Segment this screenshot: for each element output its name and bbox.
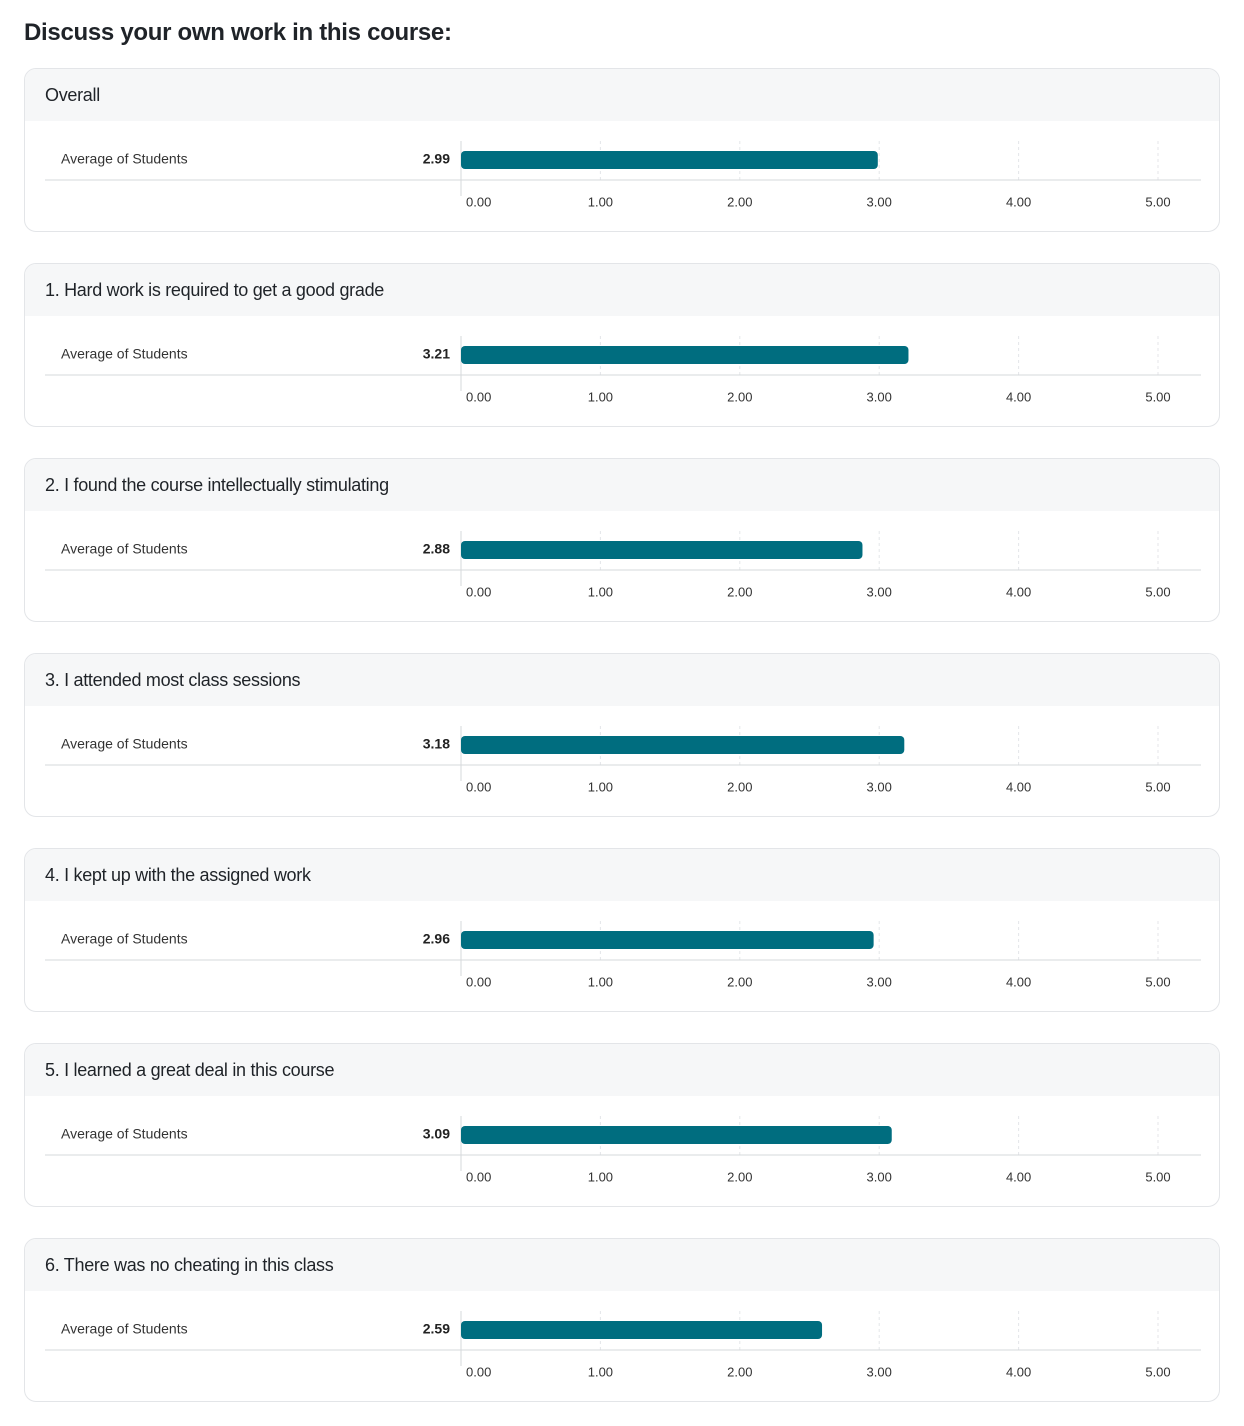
x-tick-label: 4.00 <box>1006 584 1031 599</box>
chart-card: Overall Average of Students 2.99 0.00 1.00 2.… <box>24 68 1220 232</box>
x-tick-label: 1.00 <box>588 1364 613 1379</box>
chart-card: 1. Hard work is required to get a good g… <box>24 263 1220 427</box>
x-tick-label: 1.00 <box>588 584 613 599</box>
card-header: 1. Hard work is required to get a good g… <box>25 264 1219 316</box>
x-tick-label: 0.00 <box>466 389 491 404</box>
x-tick-label: 2.00 <box>727 974 752 989</box>
x-tick-label: 3.00 <box>867 194 892 209</box>
x-tick-label: 2.00 <box>727 584 752 599</box>
x-tick-label: 0.00 <box>466 584 491 599</box>
category-label: Average of Students <box>61 736 188 752</box>
x-tick-label: 1.00 <box>588 1169 613 1184</box>
x-tick-label: 2.00 <box>727 389 752 404</box>
bar[interactable] <box>461 151 878 169</box>
x-tick-label: 0.00 <box>466 1169 491 1184</box>
bar[interactable] <box>461 931 874 949</box>
bar-chart: Average of Students 3.18 0.00 1.00 2.00 3.00 4… <box>45 726 1201 794</box>
data-label: 3.21 <box>423 346 450 362</box>
x-tick-label: 0.00 <box>466 1364 491 1379</box>
bar-chart: Average of Students 2.59 0.00 1.00 2.00 3.00 4… <box>45 1311 1201 1379</box>
x-tick-label: 4.00 <box>1006 779 1031 794</box>
x-tick-label: 0.00 <box>466 194 491 209</box>
chart-card: 6. There was no cheating in this class Av… <box>24 1238 1220 1402</box>
x-tick-label: 4.00 <box>1006 974 1031 989</box>
card-header: 4. I kept up with the assigned work <box>25 849 1219 901</box>
chart-card: 2. I found the course intellectually sti… <box>24 458 1220 622</box>
chart-title: 5. I learned a great deal in this course <box>45 1060 335 1080</box>
chart-card: 3. I attended most class sessions Average… <box>24 653 1220 817</box>
x-tick-label: 2.00 <box>727 1364 752 1379</box>
chart-title: 1. Hard work is required to get a good g… <box>45 280 385 300</box>
x-tick-label: 5.00 <box>1145 584 1170 599</box>
data-label: 2.96 <box>423 931 450 947</box>
chart-title: 2. I found the course intellectually sti… <box>45 475 389 495</box>
category-label: Average of Students <box>61 346 188 362</box>
card-header: 6. There was no cheating in this class <box>25 1239 1219 1291</box>
x-tick-label: 0.00 <box>466 779 491 794</box>
x-tick-label: 5.00 <box>1145 1364 1170 1379</box>
category-label: Average of Students <box>61 541 188 557</box>
x-tick-label: 3.00 <box>867 974 892 989</box>
data-label: 2.59 <box>423 1321 450 1337</box>
chart-card: 4. I kept up with the assigned work Avera… <box>24 848 1220 1012</box>
x-tick-label: 4.00 <box>1006 1169 1031 1184</box>
x-tick-label: 3.00 <box>867 584 892 599</box>
x-tick-label: 3.00 <box>867 1169 892 1184</box>
bar-chart: Average of Students 3.21 0.00 1.00 2.00 3.00 4… <box>45 336 1201 404</box>
bar[interactable] <box>461 1126 892 1144</box>
category-label: Average of Students <box>61 931 188 947</box>
chart-card: 5. I learned a great deal in this course… <box>24 1043 1220 1207</box>
card-header: 5. I learned a great deal in this course <box>25 1044 1219 1096</box>
x-tick-label: 1.00 <box>588 389 613 404</box>
page-title: Discuss your own work in this course: <box>24 19 452 46</box>
data-label: 2.88 <box>423 541 450 557</box>
data-label: 3.18 <box>423 736 450 752</box>
x-tick-label: 5.00 <box>1145 1169 1170 1184</box>
x-tick-label: 5.00 <box>1145 194 1170 209</box>
x-tick-label: 5.00 <box>1145 389 1170 404</box>
card-header: 2. I found the course intellectually sti… <box>25 459 1219 511</box>
chart-title: 4. I kept up with the assigned work <box>45 865 311 885</box>
card-header: Overall <box>25 69 1219 121</box>
bar-chart: Average of Students 2.88 0.00 1.00 2.00 3.00 4… <box>45 531 1201 599</box>
x-tick-label: 1.00 <box>588 194 613 209</box>
x-tick-label: 4.00 <box>1006 389 1031 404</box>
x-tick-label: 2.00 <box>727 1169 752 1184</box>
bar-chart: Average of Students 2.96 0.00 1.00 2.00 3.00 4… <box>45 921 1201 989</box>
bar[interactable] <box>461 1321 823 1339</box>
x-tick-label: 1.00 <box>588 779 613 794</box>
x-tick-label: 4.00 <box>1006 1364 1031 1379</box>
x-tick-label: 4.00 <box>1006 194 1031 209</box>
data-label: 2.99 <box>423 151 450 167</box>
x-tick-label: 2.00 <box>727 194 752 209</box>
bar[interactable] <box>461 346 909 364</box>
x-tick-label: 3.00 <box>867 389 892 404</box>
chart-title: 6. There was no cheating in this class <box>45 1255 334 1275</box>
x-tick-label: 3.00 <box>867 1364 892 1379</box>
category-label: Average of Students <box>61 151 188 167</box>
bar[interactable] <box>461 541 863 559</box>
chart-title: Overall <box>45 85 100 105</box>
card-header: 3. I attended most class sessions <box>25 654 1219 706</box>
category-label: Average of Students <box>61 1126 188 1142</box>
x-tick-label: 0.00 <box>466 974 491 989</box>
data-label: 3.09 <box>423 1126 450 1142</box>
category-label: Average of Students <box>61 1321 188 1337</box>
x-tick-label: 1.00 <box>588 974 613 989</box>
x-tick-label: 5.00 <box>1145 779 1170 794</box>
bar-chart: Average of Students 3.09 0.00 1.00 2.00 3.00 4… <box>45 1116 1201 1184</box>
x-tick-label: 5.00 <box>1145 974 1170 989</box>
bar[interactable] <box>461 736 905 754</box>
x-tick-label: 2.00 <box>727 779 752 794</box>
chart-title: 3. I attended most class sessions <box>45 670 301 690</box>
x-tick-label: 3.00 <box>867 779 892 794</box>
bar-chart: Average of Students 2.99 0.00 1.00 2.00 3.00 4… <box>45 141 1201 209</box>
